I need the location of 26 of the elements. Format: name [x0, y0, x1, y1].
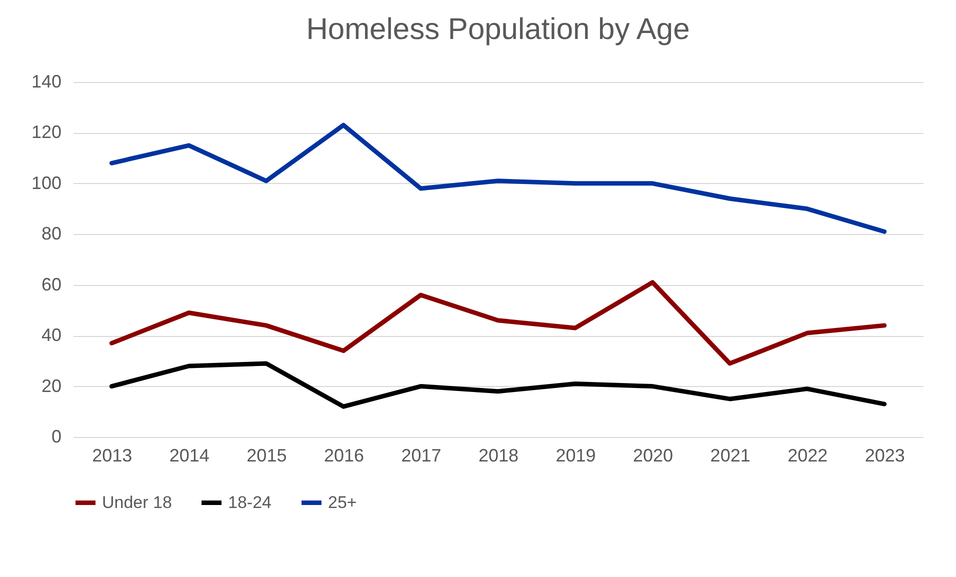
x-tick-label: 2016 [324, 446, 364, 466]
line-series [109, 122, 887, 234]
chart-title: Homeless Population by Age [306, 13, 690, 46]
legend-label: 18-24 [228, 492, 272, 512]
y-tick-label: 0 [51, 426, 62, 446]
x-tick-label: 2013 [92, 446, 132, 466]
x-tick-label: 2017 [401, 446, 442, 466]
y-tick-label: 100 [31, 172, 62, 193]
x-tick-label: 2022 [788, 446, 828, 466]
x-tick-label: 2021 [710, 446, 750, 466]
legend-label: 25+ [328, 492, 357, 512]
y-tick-label: 80 [41, 224, 62, 244]
y-tick-label: 40 [41, 325, 62, 346]
y-tick-label: 20 [41, 376, 62, 396]
line-series [109, 361, 887, 409]
y-tick-label: 60 [41, 274, 62, 294]
x-tick-label: 2015 [246, 446, 287, 466]
y-tick-label: 120 [31, 122, 62, 142]
line-series [109, 280, 887, 366]
x-tick-label: 2018 [478, 446, 519, 466]
y-tick-label: 140 [31, 72, 62, 92]
legend-label: Under 18 [102, 492, 172, 512]
x-tick-label: 2014 [169, 446, 210, 466]
x-tick-label: 2023 [864, 446, 905, 466]
x-tick-label: 2020 [633, 446, 674, 466]
x-tick-label: 2019 [556, 446, 596, 466]
